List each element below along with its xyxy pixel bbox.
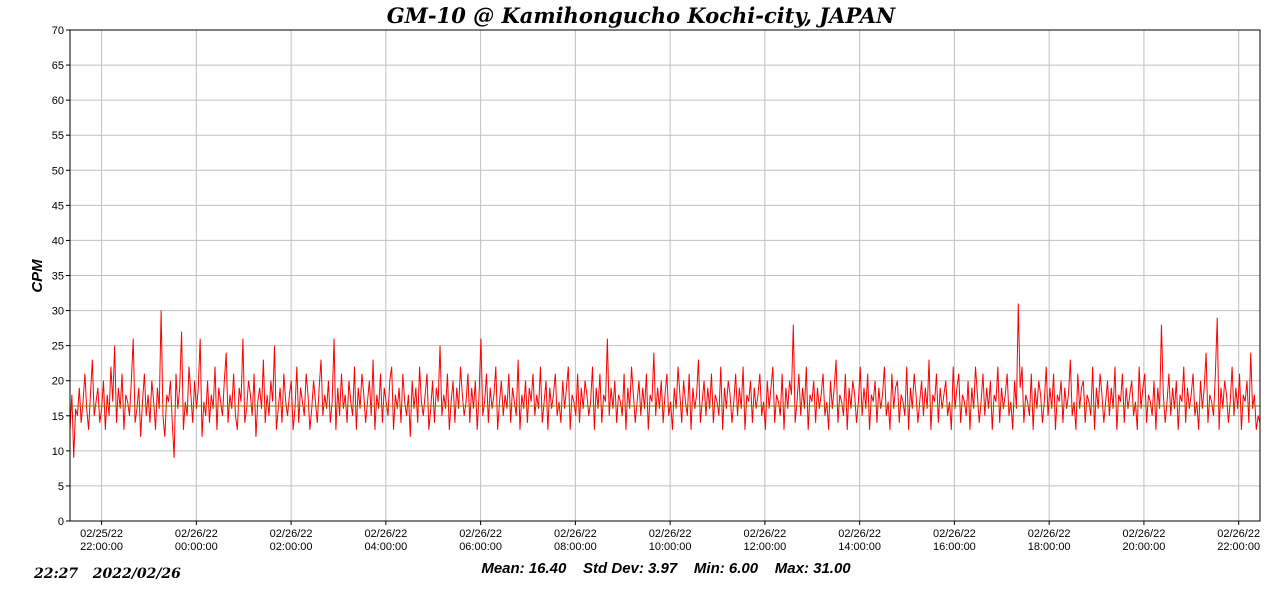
x-axis-ticks: 02/25/2222:00:0002/26/2200:00:0002/26/22…	[80, 521, 1260, 553]
x-tick-label-time: 04:00:00	[364, 541, 407, 553]
y-tick-label: 10	[52, 446, 64, 458]
x-tick-label-date: 02/26/22	[1028, 528, 1071, 540]
y-axis-label: CPM	[29, 259, 46, 293]
x-tick-label-time: 10:00:00	[649, 541, 692, 553]
y-tick-label: 0	[58, 516, 64, 528]
x-tick-label-time: 08:00:00	[554, 541, 597, 553]
y-tick-label: 55	[52, 130, 64, 142]
y-tick-label: 65	[52, 60, 64, 72]
x-tick-label-date: 02/26/22	[1123, 528, 1166, 540]
x-tick-label-time: 14:00:00	[838, 541, 881, 553]
x-tick-label-date: 02/26/22	[459, 528, 502, 540]
x-tick-label-date: 02/26/22	[838, 528, 881, 540]
x-tick-label-date: 02/26/22	[743, 528, 786, 540]
x-tick-label-time: 00:00:00	[175, 541, 218, 553]
y-tick-label: 50	[52, 165, 64, 177]
summary-statistics: Mean: 16.40 Std Dev: 3.97 Min: 6.00 Max:…	[481, 560, 851, 577]
y-tick-label: 60	[52, 95, 64, 107]
x-tick-label-date: 02/25/22	[80, 528, 123, 540]
y-tick-label: 15	[52, 411, 64, 423]
x-tick-label-time: 02:00:00	[270, 541, 313, 553]
y-axis-ticks: 0 5 10 15 20 25 30 35 40 45 50 55 60 65 70	[52, 25, 70, 528]
x-tick-label-date: 02/26/22	[933, 528, 976, 540]
y-tick-label: 40	[52, 235, 64, 247]
timestamp: 22:27 2022/02/26	[33, 566, 181, 582]
x-tick-label-date: 02/26/22	[175, 528, 218, 540]
y-tick-label: 25	[52, 341, 64, 353]
series-layer	[69, 303, 1261, 458]
y-tick-label: 35	[52, 271, 64, 283]
x-tick-label-date: 02/26/22	[364, 528, 407, 540]
x-tick-label-date: 02/26/22	[649, 528, 692, 540]
x-tick-label-time: 16:00:00	[933, 541, 976, 553]
x-tick-label-date: 02/26/22	[270, 528, 313, 540]
y-tick-label: 45	[52, 200, 64, 212]
y-tick-label: 20	[52, 376, 64, 388]
chart-title: GM-10 @ Kamihongucho Kochi-city, JAPAN	[387, 3, 896, 28]
x-tick-label-date: 02/26/22	[554, 528, 597, 540]
cpm-series-line	[69, 303, 1261, 458]
y-tick-label: 70	[52, 25, 64, 37]
x-tick-label-time: 12:00:00	[743, 541, 786, 553]
grid	[70, 29, 1260, 522]
y-tick-label: 30	[52, 306, 64, 318]
x-tick-label-time: 20:00:00	[1123, 541, 1166, 553]
x-tick-label-time: 22:00:00	[1217, 541, 1260, 553]
x-tick-label-time: 22:00:00	[80, 541, 123, 553]
y-tick-label: 5	[58, 481, 64, 493]
plot-frame	[69, 29, 1261, 522]
x-tick-label-time: 06:00:00	[459, 541, 502, 553]
x-tick-label-date: 02/26/22	[1217, 528, 1260, 540]
x-tick-label-time: 18:00:00	[1028, 541, 1071, 553]
